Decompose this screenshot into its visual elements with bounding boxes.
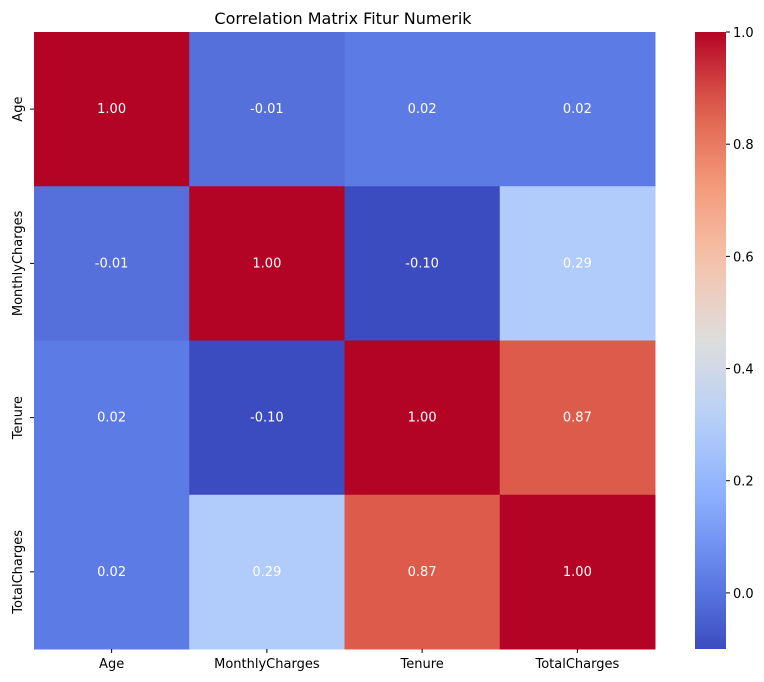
cell-value-label: -0.10 bbox=[250, 411, 284, 426]
cell-value-label: 0.02 bbox=[563, 102, 592, 117]
y-axis-tick-labels: Age MonthlyCharges Tenure TotalCharges bbox=[11, 97, 34, 615]
heatmap-cell bbox=[344, 494, 501, 650]
heatmap-cell bbox=[344, 340, 501, 496]
heatmap-cell bbox=[499, 494, 656, 650]
heatmap-cells: 1.00 -0.01 0.02 0.02 -0.01 1.00 -0.10 0.29 0.02 -… bbox=[34, 32, 656, 650]
colorbar-tick-label: 0.2 bbox=[733, 475, 754, 490]
cell-value-label: 0.29 bbox=[252, 565, 281, 580]
cell-value-label: 1.00 bbox=[563, 565, 592, 580]
heatmap-cell bbox=[499, 340, 656, 496]
cell-value-label: 0.02 bbox=[97, 565, 126, 580]
x-tick-label: MonthlyCharges bbox=[214, 657, 320, 672]
chart-title: Correlation Matrix Fitur Numerik bbox=[214, 9, 472, 28]
heatmap-cell bbox=[344, 32, 501, 187]
heatmap-cell bbox=[499, 32, 656, 187]
heatmap-cell bbox=[189, 186, 345, 341]
heatmap-cell bbox=[189, 32, 345, 187]
colorbar-tick-label: 0.8 bbox=[733, 138, 754, 153]
cell-value-label: 1.00 bbox=[97, 102, 126, 117]
cell-value-label: 1.00 bbox=[408, 411, 437, 426]
y-tick-label: Tenure bbox=[11, 396, 26, 440]
colorbar-tick-label: 0.4 bbox=[733, 363, 754, 378]
cell-value-label: 0.02 bbox=[97, 411, 126, 426]
y-tick-label: Age bbox=[11, 97, 26, 122]
heatmap-cell bbox=[34, 340, 190, 496]
heatmap-cell bbox=[499, 186, 656, 341]
y-tick-label: MonthlyCharges bbox=[11, 210, 26, 316]
cell-value-label: 0.29 bbox=[563, 256, 592, 271]
heatmap-cell bbox=[344, 186, 501, 341]
cell-value-label: -0.01 bbox=[250, 102, 284, 117]
cell-value-label: 0.87 bbox=[408, 565, 437, 580]
cell-value-label: -0.10 bbox=[405, 256, 439, 271]
colorbar-tick-label: 0.0 bbox=[733, 587, 754, 602]
y-tick-label: TotalCharges bbox=[11, 530, 26, 615]
heatmap-cell bbox=[189, 340, 345, 496]
x-tick-label: Tenure bbox=[399, 657, 443, 672]
colorbar-tick-label: 0.6 bbox=[733, 250, 754, 265]
heatmap-cell bbox=[34, 32, 190, 187]
x-tick-label: TotalCharges bbox=[534, 657, 619, 672]
x-axis-tick-labels: Age MonthlyCharges Tenure TotalCharges bbox=[99, 649, 619, 672]
colorbar-gradient bbox=[695, 32, 726, 649]
x-tick-label: Age bbox=[99, 657, 124, 672]
cell-value-label: 0.02 bbox=[408, 102, 437, 117]
colorbar-tick-label: 1.0 bbox=[733, 26, 754, 41]
colorbar-ticks: 0.0 0.2 0.4 0.6 0.8 1.0 bbox=[726, 26, 754, 602]
cell-value-label: 1.00 bbox=[252, 256, 281, 271]
cell-value-label: 0.87 bbox=[563, 411, 592, 426]
heatmap-cell bbox=[34, 494, 190, 650]
cell-value-label: -0.01 bbox=[95, 256, 129, 271]
colorbar: 0.0 0.2 0.4 0.6 0.8 1.0 bbox=[695, 26, 754, 649]
heatmap-cell bbox=[34, 186, 190, 341]
heatmap-cell bbox=[189, 494, 345, 650]
